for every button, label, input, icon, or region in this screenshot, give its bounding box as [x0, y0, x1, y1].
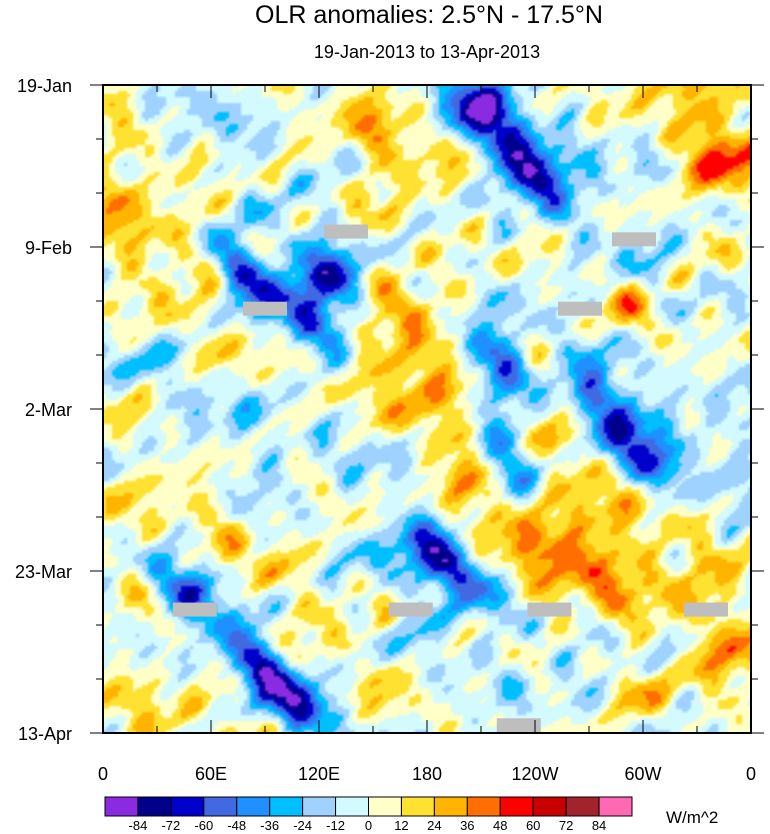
colorbar-units: W/m^2 [666, 808, 718, 827]
colorbar-swatch [532, 796, 567, 817]
missing-data-group [172, 224, 728, 733]
colorbar-label: -48 [227, 818, 246, 833]
y-tick-label: 23-Mar [15, 562, 72, 582]
y-axis-ticks: 19-Jan 9-Feb 2-Mar 23-Mar 13-Apr [15, 76, 764, 744]
colorbar-swatch [170, 796, 205, 817]
colorbar-label: -60 [194, 818, 213, 833]
missing-data-patch [684, 602, 728, 617]
x-tick-label: 0 [746, 764, 756, 784]
colorbar-label: -24 [293, 818, 312, 833]
x-tick-label: 180 [412, 764, 442, 784]
colorbar-swatch [368, 796, 402, 817]
colorbar-swatch [466, 796, 501, 817]
colorbar-label: -72 [161, 818, 180, 833]
x-tick-label: 120W [511, 764, 558, 784]
colorbar-label: 12 [394, 818, 408, 833]
missing-data-patch [558, 301, 602, 316]
x-tick-label: 60W [624, 764, 661, 784]
anomaly-field-image [103, 85, 751, 733]
missing-data-patch [324, 224, 368, 239]
x-tick-label: 120E [298, 764, 340, 784]
y-tick-label: 9-Feb [25, 238, 72, 258]
colorbar-label: 48 [493, 818, 507, 833]
colorbar: -84 -72 -60 -48 -36 -24 -12 0 12 24 36 48 60 72 84 [104, 796, 633, 833]
colorbar-label: 36 [460, 818, 474, 833]
chart-title: OLR anomalies: 2.5°N - 17.5°N [255, 1, 603, 29]
y-tick-label: 2-Mar [25, 400, 72, 420]
x-axis-ticks: 0 60E 120E 180 120W 60W 0 [98, 85, 756, 784]
colorbar-label: 72 [559, 818, 573, 833]
colorbar-swatch [433, 796, 468, 817]
colorbar-label: 60 [526, 818, 540, 833]
colorbar-label: -36 [260, 818, 279, 833]
colorbar-swatch [137, 796, 172, 817]
colorbar-swatch [104, 796, 139, 817]
colorbar-swatch [400, 796, 435, 817]
colorbar-swatch [499, 796, 534, 817]
chart-subtitle: 19-Jan-2013 to 13-Apr-2013 [314, 42, 540, 62]
colorbar-swatch [565, 796, 600, 817]
colorbar-swatch [203, 796, 238, 817]
missing-data-patch [243, 301, 287, 316]
missing-data-patch [388, 602, 433, 617]
colorbar-swatch [598, 796, 633, 817]
y-tick-label: 19-Jan [17, 76, 72, 96]
colorbar-label: 84 [592, 818, 606, 833]
colorbar-swatch [269, 796, 304, 817]
colorbar-label: 0 [365, 818, 372, 833]
missing-data-patch [496, 718, 541, 733]
colorbar-swatch [335, 796, 369, 817]
y-tick-label: 13-Apr [18, 724, 72, 744]
colorbar-label: -84 [129, 818, 148, 833]
colorbar-label: -12 [326, 818, 345, 833]
colorbar-label: 24 [427, 818, 441, 833]
colorbar-swatch [302, 796, 337, 817]
x-tick-label: 60E [195, 764, 227, 784]
colorbar-swatch [236, 796, 271, 817]
missing-data-patch [527, 602, 572, 617]
missing-data-patch [612, 232, 656, 247]
x-tick-label: 0 [98, 764, 108, 784]
missing-data-patch [172, 602, 217, 617]
heatmap-field [103, 85, 751, 733]
